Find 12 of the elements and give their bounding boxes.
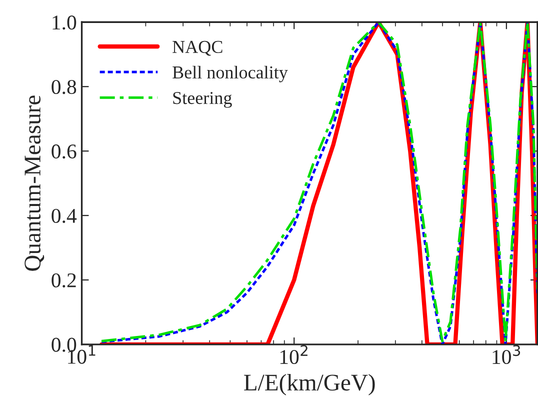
- legend-label: Steering: [173, 92, 232, 108]
- legend-label: Bell nonlocality: [172, 66, 288, 82]
- y-tick-label: 0.6: [52, 144, 76, 159]
- x-tick-label: 10$^{2}$: [280, 345, 308, 364]
- y-tick-label: 0.8: [52, 80, 76, 94]
- x-tick-label: 10$^{3}$: [492, 345, 520, 364]
- y-axis-title: Quantum-Measure: [24, 96, 44, 271]
- y-tick-label: 0.2: [52, 273, 76, 288]
- y-tick-label: 1.0: [52, 16, 76, 30]
- y-tick-label: 0.4: [52, 208, 77, 224]
- legend-label: NAQC: [172, 40, 222, 56]
- x-axis-title: L/E(km/GeV): [244, 374, 375, 396]
